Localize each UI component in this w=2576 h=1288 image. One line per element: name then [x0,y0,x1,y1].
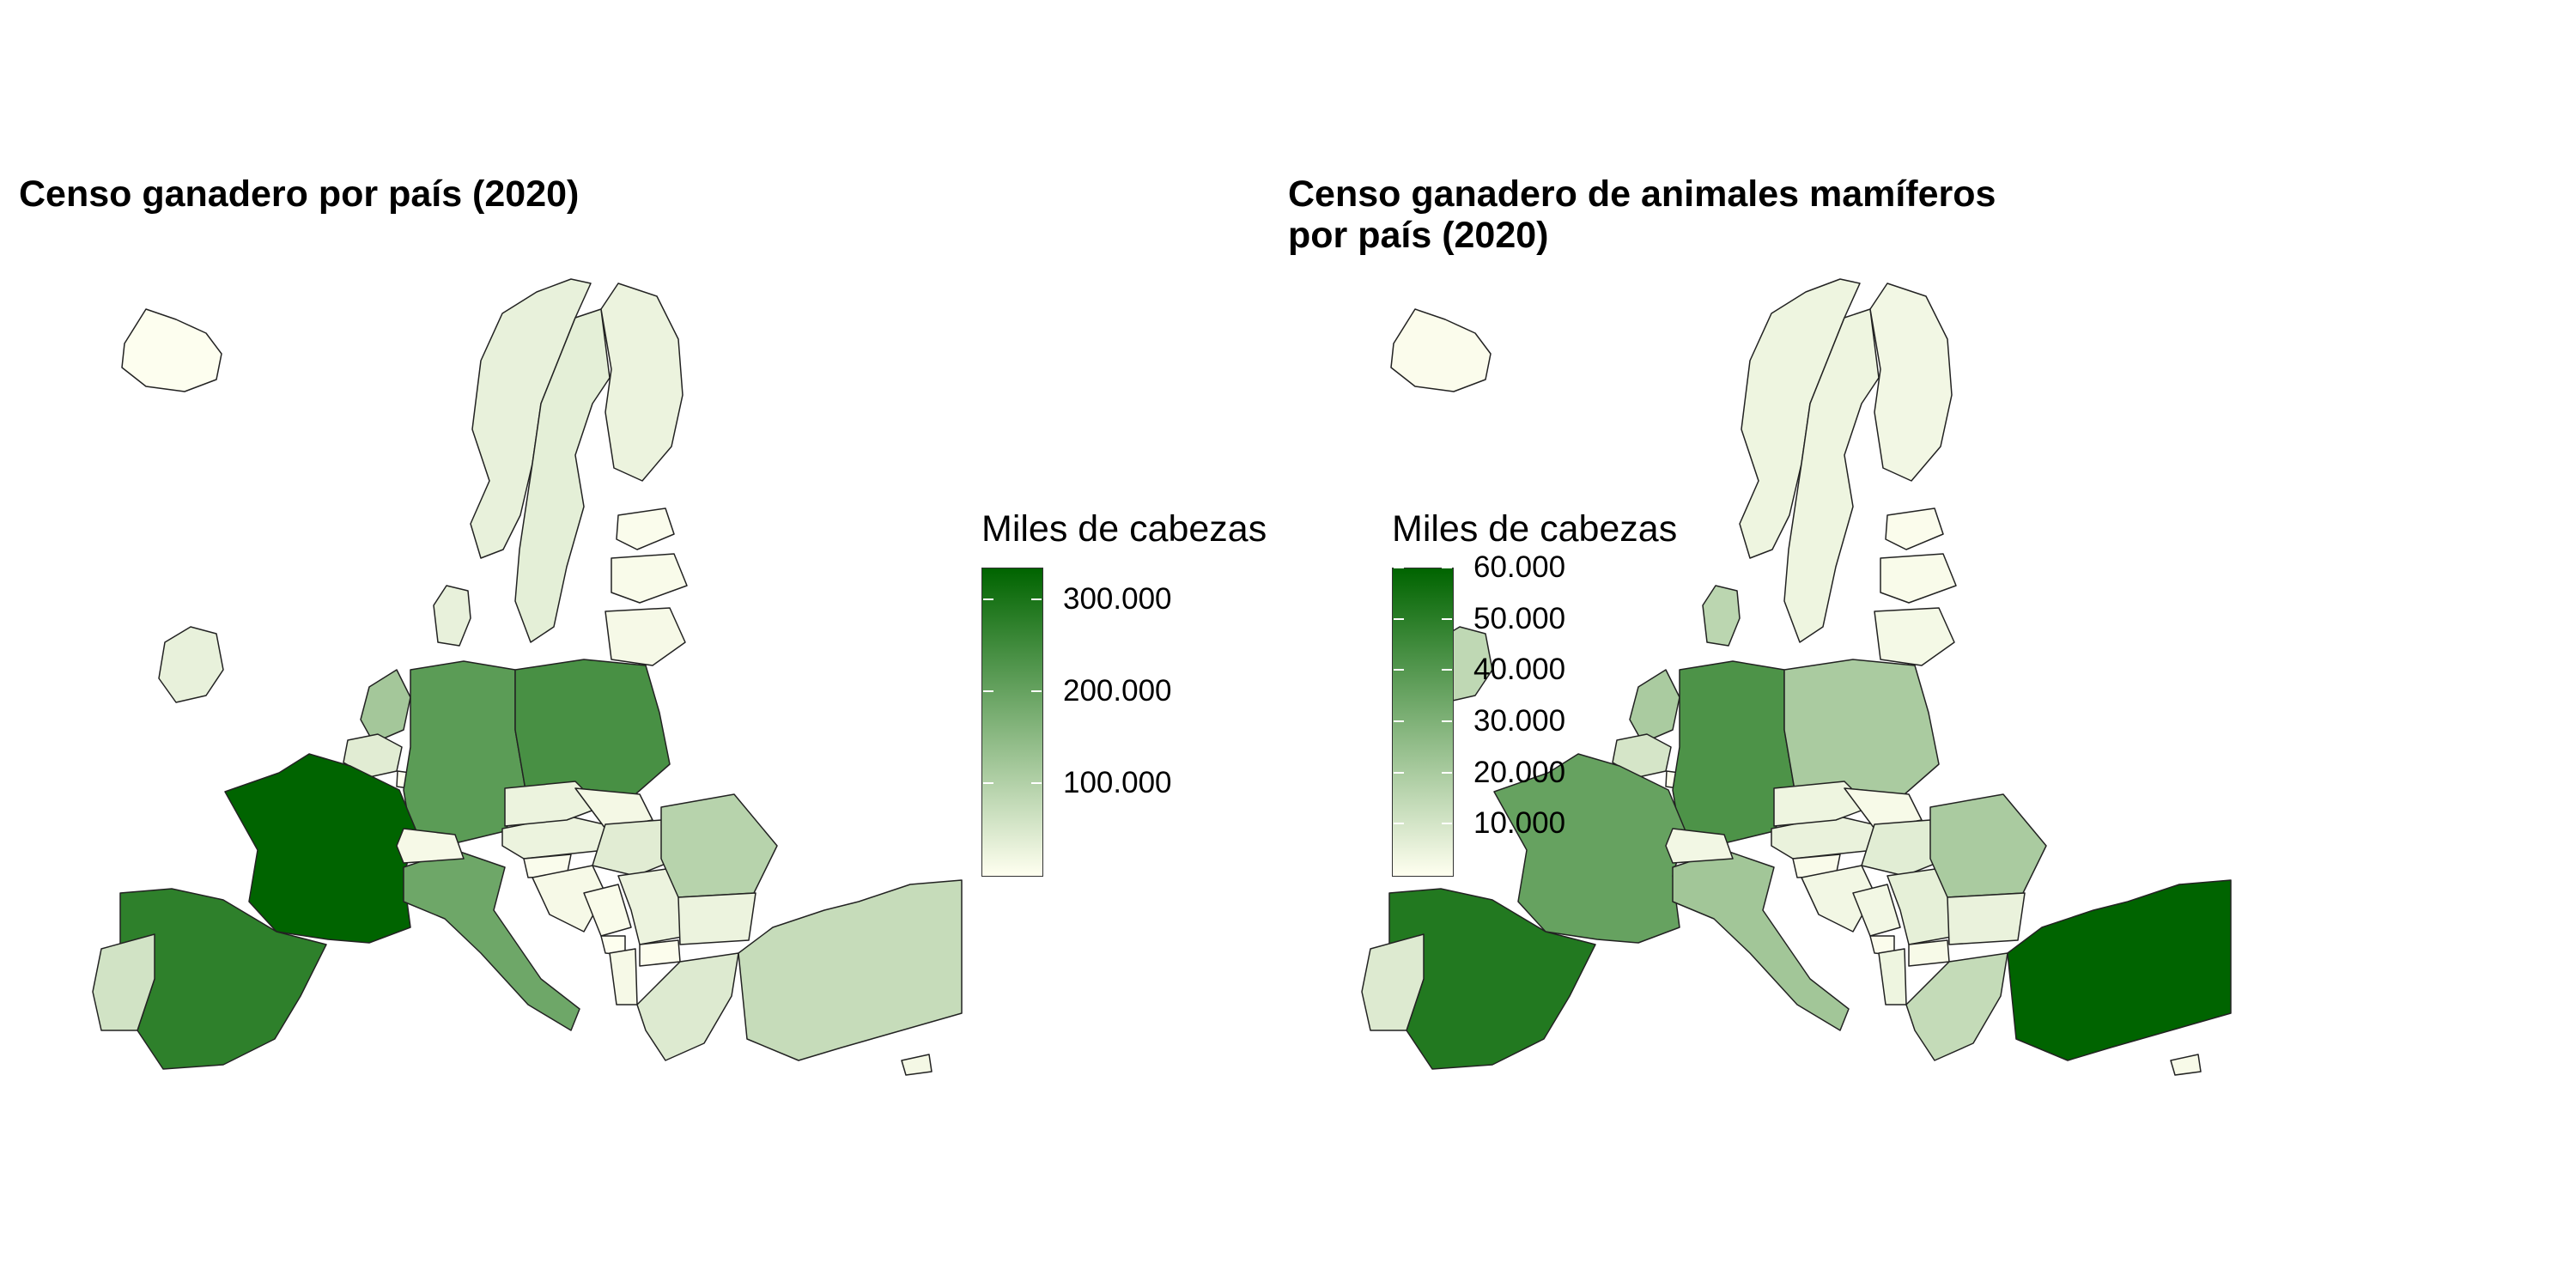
legend-colorbar [1392,568,1454,877]
country-sweden [514,308,611,643]
country-portugal [1361,933,1425,1031]
country-italy [403,849,580,1031]
country-portugal [92,933,155,1031]
country-denmark [1702,585,1741,647]
map-panel-mammals: Censo ganadero de animales mamíferos por… [1288,0,2576,1288]
map-panel-total: Censo ganadero por país (2020) Miles de … [19,173,1267,1076]
country-ireland [158,626,224,703]
country-cyprus [2170,1054,2202,1076]
legend-tick-mark [1031,690,1042,693]
country-hungary [1861,819,1948,877]
legend-tick-mark [1442,771,1452,774]
legend-tick-mark [1031,598,1042,601]
country-czechia [504,781,602,827]
country-poland [514,659,671,795]
legend-tick-mark [1442,823,1452,825]
country-greece [636,952,739,1061]
choropleth-map [1361,278,2232,1076]
country-bulgaria [1947,892,2026,945]
legend-tick-label: 300.000 [1063,582,1172,617]
country-hungary [592,819,679,877]
legend-tick-label: 100.000 [1063,766,1172,800]
country-albania [609,948,638,1005]
country-estonia [1885,507,1944,550]
country-france [224,753,417,944]
legend-tick-mark [1394,567,1404,568]
legend-title: Miles de cabezas [1392,508,1678,550]
legend-tick-mark [983,782,993,785]
country-greece [1905,952,2008,1061]
country-turkey [738,879,963,1061]
country-bulgaria [677,892,756,945]
legend-tick-mark [1394,669,1404,671]
country-albania [1878,948,1907,1005]
country-latvia [1880,553,1957,604]
country-poland [1783,659,1940,795]
legend-tick-label: 10.000 [1473,806,1566,841]
legend-title: Miles de cabezas [981,508,1267,550]
country-north-macedonia [639,939,681,967]
country-iceland [121,308,222,392]
country-north-macedonia [1908,939,1950,967]
country-switzerland [396,828,465,864]
choropleth-map [92,278,963,1076]
legend-tick-mark [1442,567,1452,568]
country-italy [1672,849,1850,1031]
legend-tick-label: 40.000 [1473,653,1566,687]
country-lithuania [605,607,686,666]
country-sweden [1783,308,1880,643]
legend-tick-mark [1031,782,1042,785]
country-turkey [2007,879,2232,1061]
country-iceland [1390,308,1492,392]
map-title: Censo ganadero por país (2020) [19,173,580,215]
legend-tick-label: 60.000 [1473,550,1566,584]
country-latvia [611,553,688,604]
country-belgium [343,733,403,778]
country-bosnia [1852,884,1901,937]
map-title: Censo ganadero de animales mamíferos por… [1288,173,1996,256]
legend-tick-label: 200.000 [1063,674,1172,708]
legend-tick-mark [1394,823,1404,825]
country-lithuania [1874,607,1955,666]
legend-tick-mark [1442,720,1452,722]
country-belgium [1612,733,1672,778]
country-finland [1869,283,1953,482]
country-slovakia [1844,787,1923,829]
country-netherlands [360,669,411,744]
legend-tick-label: 50.000 [1473,601,1566,635]
country-czechia [1773,781,1871,827]
country-romania [1929,793,2047,898]
legend-tick-mark [1442,617,1452,620]
country-denmark [433,585,471,647]
country-slovakia [574,787,653,829]
legend-colorbar [981,568,1043,877]
country-finland [600,283,683,482]
legend-tick-mark [983,598,993,601]
legend-tick-mark [1394,617,1404,620]
country-switzerland [1665,828,1734,864]
country-cyprus [901,1054,933,1076]
legend-tick-mark [1442,669,1452,671]
legend-tick-label: 30.000 [1473,704,1566,738]
country-estonia [616,507,675,550]
country-netherlands [1629,669,1680,744]
country-bosnia [583,884,632,937]
legend-tick-label: 20.000 [1473,755,1566,789]
country-romania [660,793,778,898]
legend-tick-mark [1394,720,1404,722]
legend-tick-mark [983,690,993,693]
legend-tick-mark [1394,771,1404,774]
